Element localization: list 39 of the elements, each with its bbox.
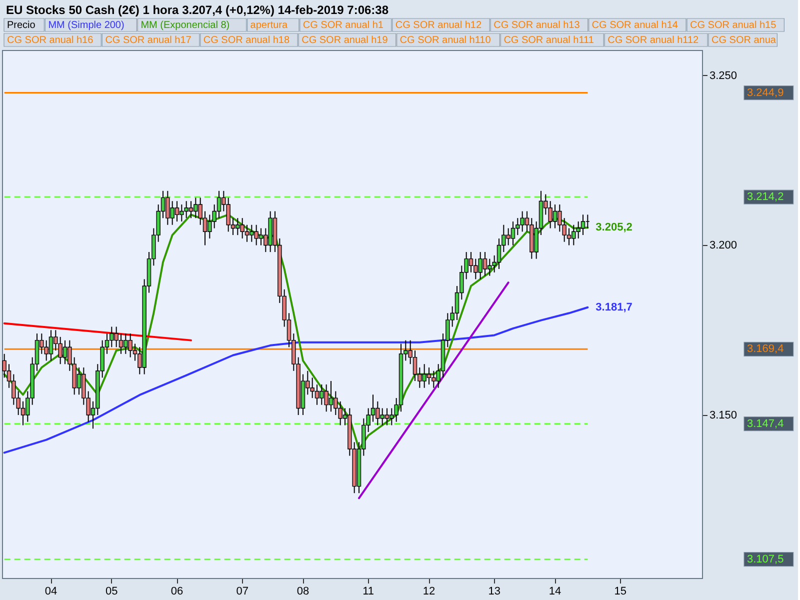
line-series — [3, 306, 589, 454]
text: CG SOR anual h15 — [690, 20, 777, 31]
y-tick-label: 3.200 — [710, 240, 738, 252]
ref-line-label: 3.147,4 — [747, 418, 784, 430]
text: CG SOR anual h17 — [105, 35, 192, 46]
text: CG SOR anual h13 — [494, 20, 580, 31]
text: CG SOR anua — [712, 35, 776, 46]
text: CG SOR anual h16 — [7, 35, 94, 46]
ref-line-label: 3.214,2 — [747, 191, 784, 204]
x-tick-label: 12 — [422, 586, 436, 598]
text: apertura — [250, 20, 288, 31]
text: CG SOR anual h111 — [504, 35, 594, 46]
text: MM (Simple 200) — [48, 20, 124, 31]
x-tick-label: 04 — [44, 586, 58, 598]
x-tick-label: 13 — [488, 586, 500, 598]
x-tick-label: 08 — [296, 586, 310, 598]
text: CG SOR anual h18 — [203, 35, 290, 46]
chart-title: EU Stocks 50 Cash (2€) 1 hora 3.207,4 (+0,12%) 14-feb-2019 7:06:38 — [6, 3, 389, 17]
data-label: 3.181,7 — [596, 301, 632, 314]
text: CG SOR anual h12 — [395, 20, 482, 31]
text: CG SOR anual h112 — [608, 35, 700, 46]
ref-line-label: 3.244,9 — [747, 86, 784, 99]
x-tick-label: 11 — [362, 586, 374, 598]
y-tick-label: 3.250 — [710, 70, 738, 82]
ref-line-label: 3.107,5 — [747, 553, 784, 566]
text: CG SOR anual h19 — [302, 35, 388, 46]
x-tick-label: 06 — [170, 586, 184, 598]
text: CG SOR anual h1 — [302, 20, 384, 31]
x-tick-label: 05 — [106, 586, 118, 598]
text: CG SOR anual h14 — [592, 20, 678, 31]
text: MM (Exponencial 8) — [140, 20, 230, 31]
data-label: 3.205,2 — [596, 222, 632, 234]
x-tick-label: 14 — [548, 586, 562, 598]
text: CG SOR anual h110 — [400, 35, 492, 46]
y-tick-label: 3.150 — [710, 410, 738, 422]
ref-line-label: 3.169,4 — [747, 343, 784, 356]
x-tick-label: 07 — [236, 586, 248, 598]
x-tick-label: 15 — [614, 586, 626, 598]
text: Precio — [7, 20, 36, 31]
